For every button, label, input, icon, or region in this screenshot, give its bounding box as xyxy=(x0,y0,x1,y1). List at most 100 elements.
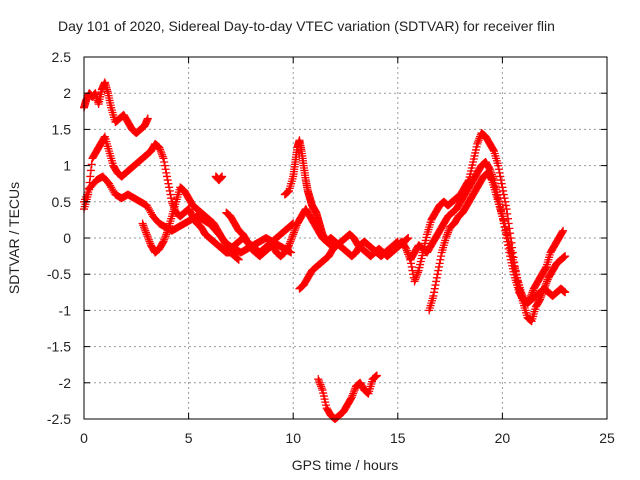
series-trace-12 xyxy=(425,168,568,315)
data-point xyxy=(162,168,171,177)
y-tick-label: -2.5 xyxy=(47,411,71,427)
data-point xyxy=(372,371,381,380)
data-point xyxy=(561,288,570,297)
data-point xyxy=(160,157,169,166)
data-point xyxy=(497,179,506,188)
data-point xyxy=(404,234,413,242)
x-tick-label: 20 xyxy=(495,430,511,446)
data-point xyxy=(143,232,152,241)
data-point xyxy=(162,172,171,181)
data-point xyxy=(429,291,438,300)
data-point xyxy=(288,232,297,241)
y-tick-label: 0 xyxy=(63,230,71,246)
data-point xyxy=(290,226,299,235)
data-point xyxy=(141,226,150,235)
data-point xyxy=(473,139,482,148)
data-point xyxy=(160,234,169,242)
data-point xyxy=(291,224,300,233)
data-point xyxy=(287,235,296,244)
x-tick-label: 5 xyxy=(185,430,193,446)
x-tick-label: 15 xyxy=(390,430,406,446)
data-point xyxy=(475,134,484,143)
series-trace-5 xyxy=(211,172,227,185)
data-point xyxy=(155,143,164,152)
data-point xyxy=(317,384,326,393)
y-tick-label: -0.5 xyxy=(47,266,71,282)
data-point xyxy=(430,288,439,297)
data-point xyxy=(218,172,227,181)
data-point xyxy=(291,223,300,232)
data-point xyxy=(142,230,151,239)
data-point xyxy=(349,387,358,396)
data-point xyxy=(160,235,169,244)
data-point xyxy=(285,241,294,250)
data-point xyxy=(162,228,171,237)
data-point xyxy=(561,252,570,261)
data-point xyxy=(444,226,453,235)
data-point xyxy=(350,386,359,395)
data-point xyxy=(505,224,514,233)
y-tick-label: 2.5 xyxy=(52,49,72,65)
data-point xyxy=(494,161,503,170)
series-trace-10 xyxy=(393,129,570,326)
data-point xyxy=(316,380,325,389)
data-point xyxy=(349,389,358,398)
x-tick-label: 0 xyxy=(80,430,88,446)
data-point xyxy=(494,165,503,174)
series-trace-9 xyxy=(314,371,381,423)
data-point xyxy=(542,279,551,288)
data-point xyxy=(289,230,298,239)
data-point xyxy=(413,270,422,279)
data-point xyxy=(86,172,95,181)
data-point xyxy=(314,375,323,384)
data-point xyxy=(536,295,545,304)
data-point xyxy=(517,288,526,297)
data-point xyxy=(411,273,420,282)
data-point xyxy=(474,136,483,145)
data-point xyxy=(140,224,149,233)
data-point xyxy=(144,235,153,244)
series-trace-8 xyxy=(295,230,413,293)
data-point xyxy=(347,393,356,402)
data-point xyxy=(558,227,567,236)
data-point xyxy=(145,237,154,246)
data-point xyxy=(156,147,165,156)
data-point xyxy=(443,230,452,239)
data-point xyxy=(519,293,528,302)
data-point xyxy=(473,138,482,147)
data-point xyxy=(167,194,176,203)
data-point xyxy=(165,183,174,192)
y-tick-label: 0.5 xyxy=(52,194,72,210)
data-point xyxy=(431,281,440,290)
data-point xyxy=(412,272,421,281)
data-point xyxy=(414,268,423,277)
data-point xyxy=(138,219,147,228)
y-tick-label: 2 xyxy=(63,85,71,101)
data-point xyxy=(436,255,445,264)
data-point xyxy=(402,244,411,253)
x-tick-labels: 0 5 10 15 20 25 xyxy=(80,430,615,446)
data-point xyxy=(543,277,552,286)
data-point xyxy=(434,262,443,271)
data-point xyxy=(434,266,443,275)
data-point xyxy=(139,223,148,232)
data-point xyxy=(442,232,451,241)
data-point xyxy=(157,148,166,157)
data-point xyxy=(158,152,167,161)
data-point xyxy=(139,221,148,230)
data-point xyxy=(497,176,506,185)
data-point xyxy=(156,145,165,154)
data-point xyxy=(403,248,412,257)
data-point xyxy=(161,165,170,174)
data-point xyxy=(444,228,453,237)
data-point xyxy=(407,262,416,271)
data-point xyxy=(159,154,168,163)
data-point xyxy=(289,228,298,237)
data-point xyxy=(286,237,295,246)
data-point xyxy=(517,290,526,299)
data-point xyxy=(499,186,508,195)
data-point xyxy=(143,114,152,123)
data-point xyxy=(528,288,537,297)
data-point xyxy=(489,145,498,154)
